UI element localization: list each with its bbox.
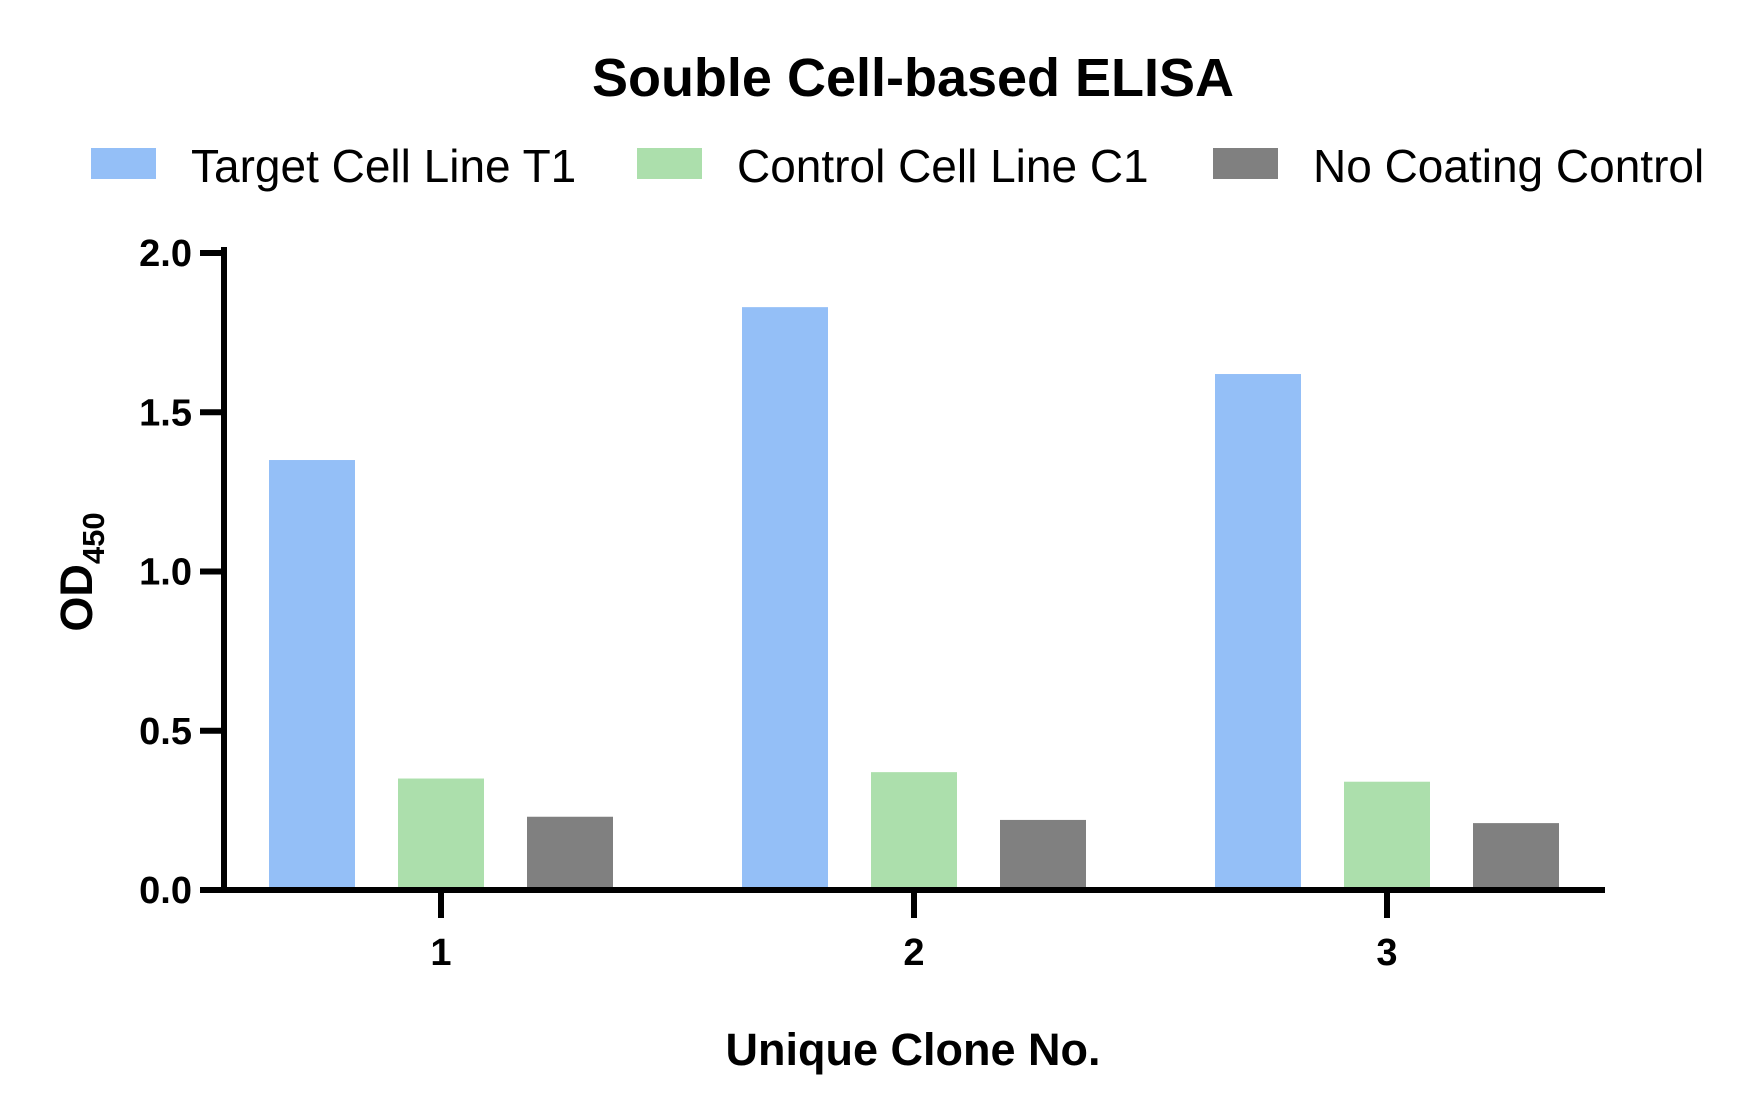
y-tick-label: 1.0 (139, 552, 192, 594)
legend-label-1: Target Cell Line T1 (191, 140, 576, 192)
bar-series1-cat3 (1215, 374, 1301, 890)
bar-series1-cat1 (269, 460, 355, 890)
y-tick-label: 1.5 (139, 392, 192, 434)
legend-label-2: Control Cell Line C1 (737, 140, 1149, 192)
bar-series3-cat2 (1000, 819, 1086, 890)
y-tick-label: 2.0 (139, 233, 192, 275)
bar-series3-cat1 (527, 816, 613, 890)
y-axis-title-main: OD (51, 564, 102, 632)
legend-swatch-3 (1213, 148, 1278, 179)
bar-series3-cat3 (1473, 823, 1559, 890)
bar-series2-cat3 (1344, 781, 1430, 890)
legend-swatch-2 (637, 148, 702, 179)
x-tick-label: 1 (430, 932, 451, 974)
y-axis-title: OD450 (51, 512, 111, 631)
legend: Target Cell Line T1 Control Cell Line C1 N… (91, 140, 1704, 192)
y-axis-ticks: 0.0 0.5 1.0 1.5 2.0 (139, 233, 224, 912)
chart-title: Souble Cell-based ELISA (592, 48, 1234, 108)
y-axis-title-subscript: 450 (76, 512, 111, 564)
legend-label-3: No Coating Control (1313, 140, 1704, 192)
x-axis-title: Unique Clone No. (726, 1024, 1101, 1075)
legend-swatch-1 (91, 148, 156, 179)
x-tick-label: 3 (1376, 932, 1397, 974)
bar-series2-cat1 (398, 778, 484, 890)
y-tick-label: 0.5 (139, 711, 192, 753)
x-tick-label: 2 (903, 932, 924, 974)
y-tick-label: 0.0 (139, 870, 192, 912)
bar-series2-cat2 (871, 772, 957, 890)
bar-series1-cat2 (742, 307, 828, 890)
bars (269, 307, 1559, 890)
x-axis-ticks: 1 2 3 (430, 890, 1398, 974)
